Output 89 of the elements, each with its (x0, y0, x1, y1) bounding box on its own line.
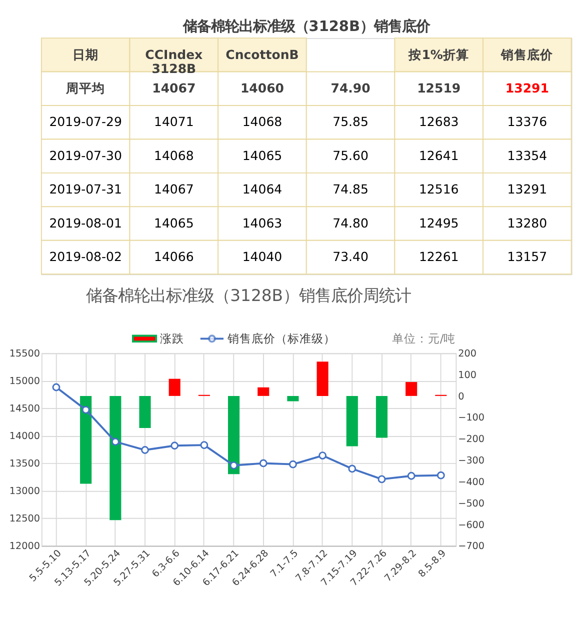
text: 14067 (154, 182, 194, 197)
text: 14068 (154, 148, 194, 163)
point (318, 452, 327, 460)
y2-tick-label: 200 (458, 348, 476, 360)
text: 14063 (242, 215, 282, 230)
bar (258, 387, 270, 396)
point (200, 441, 208, 450)
text: 12519 (417, 80, 461, 96)
text: 75.85 (332, 114, 368, 130)
bar (228, 396, 240, 474)
text: 单位：元/吨 (392, 332, 456, 346)
text: 13291 (505, 80, 549, 96)
category-label: 周平均 (66, 80, 106, 96)
text: 14064 (242, 182, 282, 197)
text: 13376 (507, 114, 548, 130)
text: 14067 (152, 80, 196, 96)
text: 12641 (418, 148, 459, 163)
text: 74.85 (332, 182, 368, 197)
text: 14068 (242, 114, 282, 130)
y2-tick-label: 0 (458, 391, 464, 402)
point (230, 461, 238, 470)
y-tick-label: 12500 (9, 514, 40, 525)
y-tick-label: 14500 (9, 404, 40, 415)
category-label: CCIndex 3128B (145, 46, 203, 76)
y2-tick-label: −600 (458, 520, 485, 531)
category-label: 2019-08-01 (49, 215, 122, 230)
point (407, 472, 416, 480)
text: 14065 (154, 215, 194, 230)
text: 13354 (507, 148, 548, 163)
y-tick-label: 14000 (9, 431, 40, 442)
bar (346, 396, 358, 446)
y-tick-label: 13000 (9, 486, 40, 498)
category-label: 2019-08-02 (49, 249, 122, 264)
text: 14065 (242, 148, 282, 163)
bar (376, 396, 388, 438)
y2-tick-label: −700 (458, 541, 485, 552)
legend-label: 销售底价（标准级） (226, 332, 336, 346)
point (111, 438, 120, 446)
bar (80, 396, 92, 484)
text: 14066 (154, 249, 194, 264)
y-tick-label: 13500 (9, 458, 40, 470)
point (82, 406, 90, 414)
bar (139, 396, 151, 428)
text: 73.40 (332, 249, 368, 264)
y2-tick-label: −300 (458, 456, 485, 467)
text: 14071 (154, 114, 194, 130)
y2-tick-label: 100 (458, 370, 476, 381)
category-label: 日期 (72, 46, 99, 62)
y-tick-label: 15000 (9, 376, 40, 388)
y-tick-label: 15500 (9, 348, 40, 360)
text: 12495 (418, 215, 459, 230)
point (141, 446, 149, 454)
category-label: 按1%折算 (408, 46, 469, 62)
text: 75.60 (332, 148, 368, 163)
bar (287, 396, 299, 402)
y2-tick-label: −500 (458, 498, 485, 510)
text: 14040 (242, 249, 282, 264)
text: 13291 (507, 182, 548, 197)
chart-title: 储备棉轮出标准级（3128B）销售底价周统计 (86, 286, 411, 305)
point (170, 442, 179, 450)
text: 储备棉轮出标准级（3128B）销售底价 (182, 18, 431, 35)
point (436, 471, 445, 480)
point (378, 475, 386, 484)
text: 74.90 (330, 80, 370, 96)
y2-tick-label: −100 (458, 412, 485, 424)
category-label: 2019-07-31 (49, 182, 122, 197)
category-label: 2019-07-30 (49, 148, 122, 163)
category-label: CncottonB (226, 46, 299, 62)
point (289, 460, 297, 468)
text: 12261 (418, 249, 459, 264)
bar (406, 382, 418, 396)
text: 13280 (507, 215, 548, 230)
bar (110, 396, 122, 520)
text: 14060 (240, 80, 284, 96)
text: 12516 (418, 182, 459, 197)
point (259, 459, 268, 468)
text: 12683 (418, 114, 459, 130)
category-label: 2019-07-29 (49, 114, 122, 130)
text: 13157 (507, 249, 548, 264)
y-tick-label: 12000 (9, 541, 40, 552)
text: 74.80 (332, 215, 368, 230)
point (52, 383, 60, 392)
legend-label: 涨跌 (160, 332, 184, 346)
bar (168, 378, 180, 396)
y2-tick-label: −400 (458, 476, 485, 488)
point (348, 464, 356, 473)
y2-tick-label: −200 (458, 434, 485, 446)
category-label: 销售底价 (500, 46, 554, 62)
bar (316, 362, 328, 396)
